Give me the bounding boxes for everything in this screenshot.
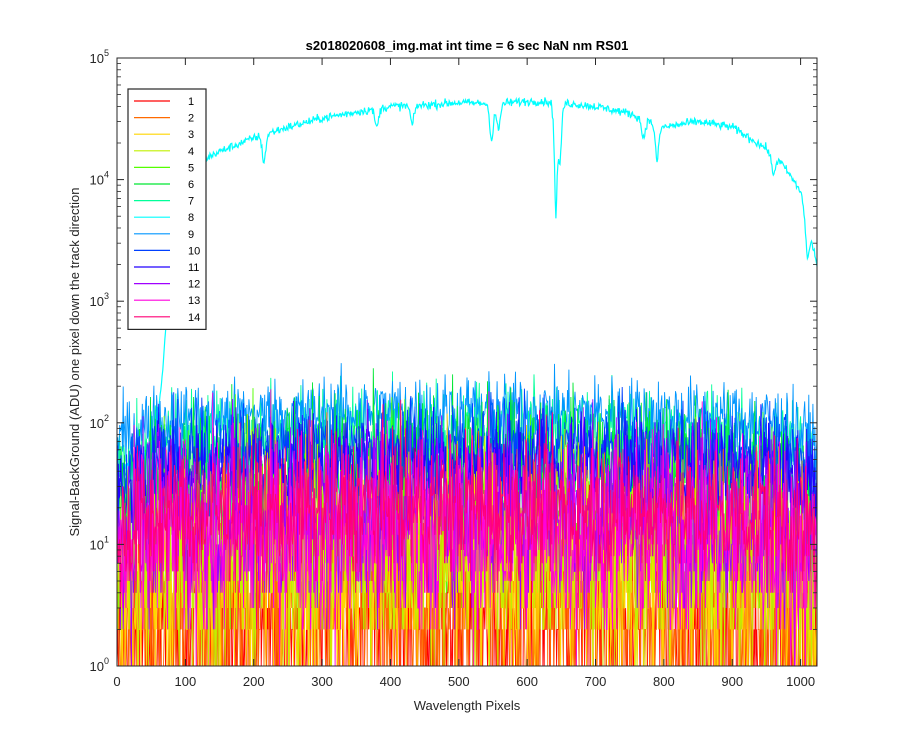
x-axis-label: Wavelength Pixels	[414, 698, 521, 713]
x-tick-label: 200	[243, 674, 265, 689]
legend-label-6: 6	[188, 179, 194, 191]
series-line-14	[117, 399, 817, 630]
legend-label-3: 3	[188, 129, 194, 141]
x-tick-label: 100	[175, 674, 197, 689]
x-tick-label: 800	[653, 674, 675, 689]
chart-title: s2018020608_img.mat int time = 6 sec NaN…	[306, 38, 629, 53]
legend-label-10: 10	[188, 245, 200, 257]
axes-box	[116, 57, 818, 667]
y-tick-label: 100	[90, 656, 109, 674]
legend-label-11: 11	[188, 262, 199, 274]
legend-label-5: 5	[188, 162, 194, 174]
tick-layer: 0 100 200 300 400 500 600 700 800 900 100010010110…	[90, 48, 817, 689]
legend-label-9: 9	[188, 229, 194, 241]
y-tick-label: 104	[90, 170, 109, 188]
y-tick-label: 105	[90, 48, 109, 66]
legend-label-7: 7	[188, 196, 194, 208]
x-tick-label: 0	[113, 674, 120, 689]
legend-label-13: 13	[188, 295, 200, 307]
legend-label-14: 14	[188, 312, 200, 324]
x-tick-label: 300	[311, 674, 333, 689]
series-layer	[117, 96, 817, 666]
legend-label-2: 2	[188, 113, 194, 125]
x-tick-label: 700	[585, 674, 607, 689]
legend-label-12: 12	[188, 279, 200, 291]
series-line-8	[117, 96, 817, 474]
x-tick-label: 500	[448, 674, 470, 689]
y-axis-label: Signal-BackGround (ADU) one pixel down t…	[67, 187, 82, 536]
legend-box	[127, 88, 207, 330]
legend-label-4: 4	[188, 146, 194, 158]
legend-label-1: 1	[188, 96, 194, 108]
y-tick-label: 102	[90, 413, 109, 431]
x-tick-label: 1000	[786, 674, 815, 689]
x-tick-label: 600	[516, 674, 538, 689]
y-tick-label: 101	[90, 534, 109, 552]
y-tick-label: 103	[90, 291, 109, 309]
legend-label-8: 8	[188, 212, 194, 224]
x-tick-label: 400	[380, 674, 402, 689]
x-tick-label: 900	[721, 674, 743, 689]
